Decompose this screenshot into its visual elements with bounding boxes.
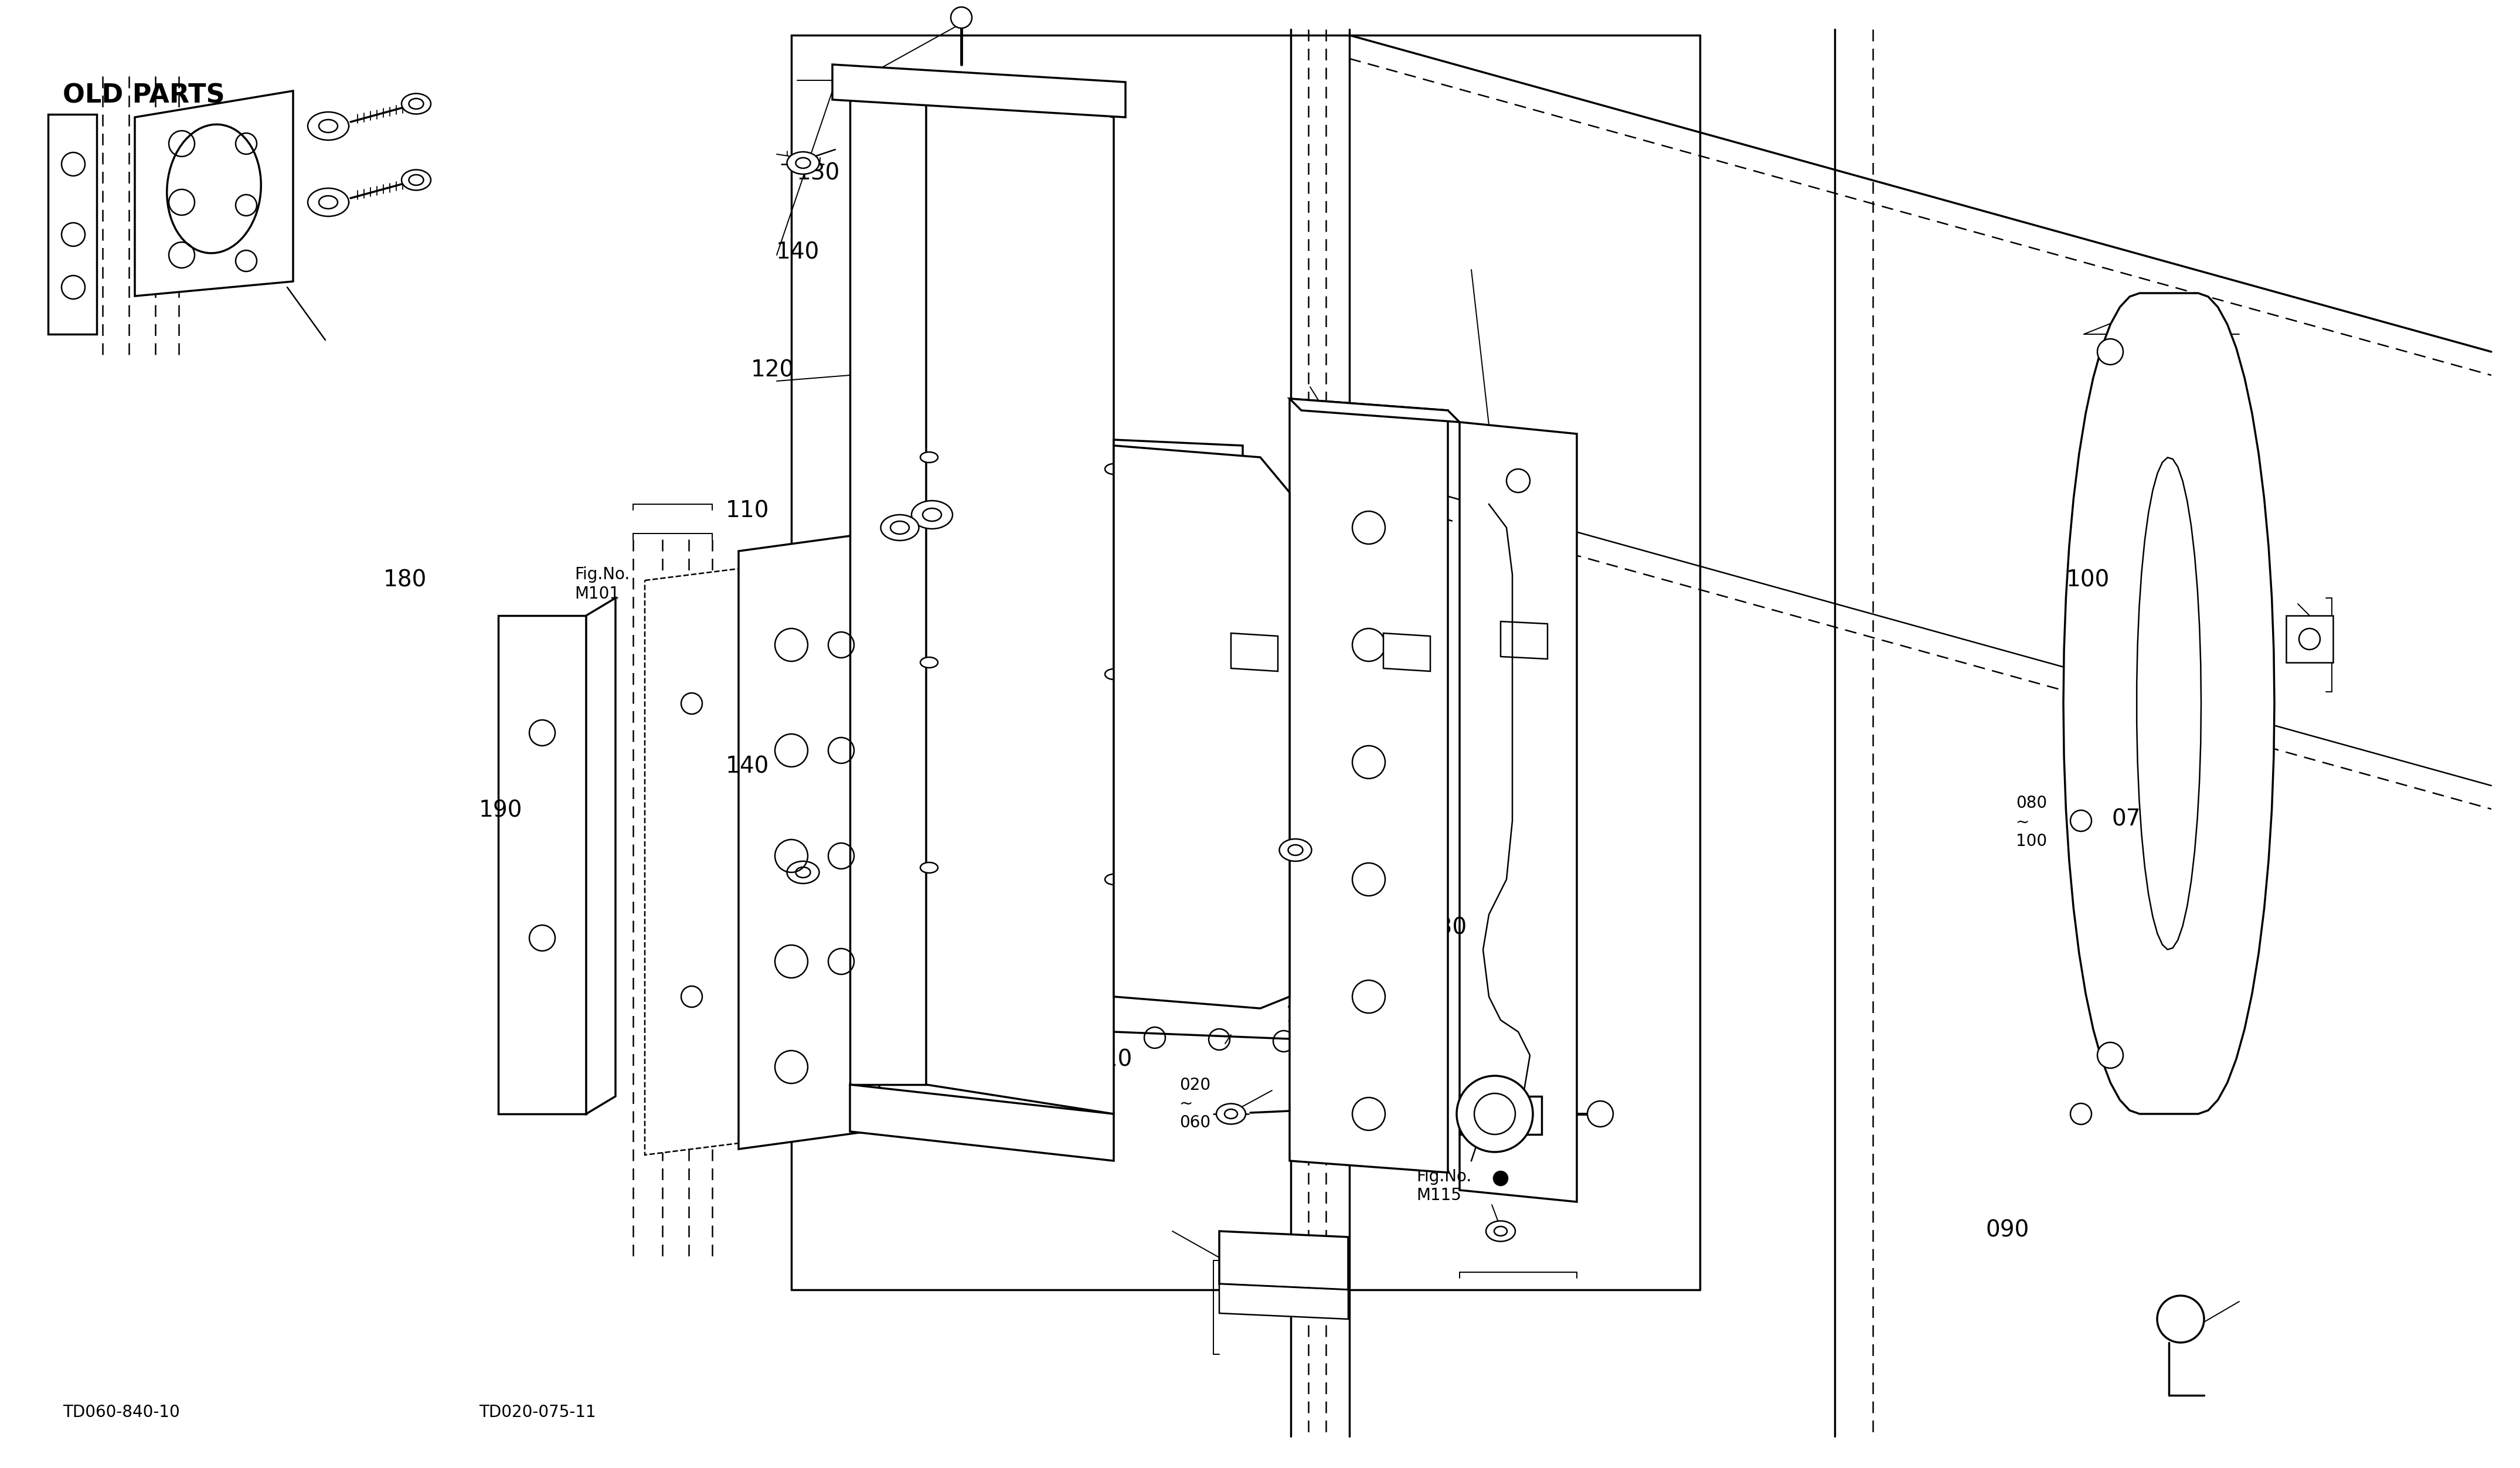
Ellipse shape	[912, 501, 953, 528]
Text: TD020-075-11: TD020-075-11	[479, 1403, 595, 1421]
Polygon shape	[1220, 1232, 1348, 1290]
Polygon shape	[1383, 633, 1431, 671]
Ellipse shape	[1487, 1221, 1515, 1242]
Polygon shape	[2064, 294, 2276, 1114]
Ellipse shape	[922, 508, 942, 521]
Text: 190: 190	[479, 799, 522, 822]
Text: 040: 040	[1303, 578, 1346, 602]
Circle shape	[2097, 339, 2124, 364]
Ellipse shape	[320, 119, 338, 132]
Polygon shape	[587, 597, 615, 1114]
Polygon shape	[48, 115, 96, 335]
Ellipse shape	[890, 521, 910, 534]
Ellipse shape	[1217, 1104, 1245, 1124]
Text: 150: 150	[1285, 1004, 1328, 1028]
Circle shape	[2071, 1104, 2092, 1124]
Ellipse shape	[1104, 873, 1121, 885]
Circle shape	[2097, 1042, 2124, 1069]
Ellipse shape	[166, 125, 262, 252]
Text: 180: 180	[383, 568, 426, 592]
Text: 070: 070	[2112, 807, 2155, 831]
Polygon shape	[1459, 423, 1578, 1202]
Text: Fig.No.
M101: Fig.No. M101	[575, 567, 630, 602]
Ellipse shape	[401, 170, 431, 191]
Ellipse shape	[879, 515, 920, 540]
Text: 050: 050	[1381, 734, 1424, 757]
Polygon shape	[1290, 399, 1449, 1173]
Ellipse shape	[786, 151, 819, 175]
Text: 140: 140	[726, 755, 769, 778]
Polygon shape	[499, 615, 587, 1114]
Text: 010: 010	[1089, 1048, 1131, 1072]
Ellipse shape	[920, 658, 937, 668]
Polygon shape	[1499, 621, 1547, 659]
Text: 120: 120	[751, 358, 794, 382]
Text: 020: 020	[1089, 910, 1131, 934]
Ellipse shape	[786, 862, 819, 884]
Ellipse shape	[1104, 669, 1121, 680]
Polygon shape	[1459, 1097, 1542, 1135]
Circle shape	[2071, 810, 2092, 831]
Circle shape	[1474, 1094, 1515, 1135]
Polygon shape	[1114, 440, 1242, 480]
Polygon shape	[2137, 458, 2200, 950]
Polygon shape	[1230, 633, 1278, 671]
Polygon shape	[1220, 1284, 1348, 1320]
Text: 200: 200	[1013, 583, 1056, 606]
Polygon shape	[2286, 615, 2334, 662]
Polygon shape	[927, 76, 1114, 1114]
Polygon shape	[832, 65, 1126, 117]
Circle shape	[1457, 1076, 1532, 1152]
Circle shape	[950, 7, 973, 28]
Ellipse shape	[920, 862, 937, 873]
Text: 060: 060	[1154, 925, 1197, 948]
Text: TD060-840-10: TD060-840-10	[63, 1403, 179, 1421]
Text: 210: 210	[970, 631, 1013, 655]
Circle shape	[1588, 1101, 1613, 1127]
Polygon shape	[849, 1085, 1114, 1161]
Text: 020
~
060: 020 ~ 060	[1179, 1076, 1210, 1132]
Ellipse shape	[320, 195, 338, 208]
Text: 090: 090	[1986, 1218, 2029, 1242]
Ellipse shape	[401, 94, 431, 115]
Polygon shape	[1290, 399, 1459, 423]
Text: 030: 030	[1424, 916, 1467, 940]
Polygon shape	[136, 91, 292, 297]
Text: 110: 110	[726, 499, 769, 523]
Text: 080: 080	[1399, 1048, 1441, 1072]
Text: OLD PARTS: OLD PARTS	[63, 82, 224, 109]
Ellipse shape	[307, 188, 348, 216]
Polygon shape	[738, 509, 879, 1149]
Circle shape	[1494, 1171, 1507, 1186]
Ellipse shape	[1280, 838, 1310, 862]
Ellipse shape	[307, 112, 348, 139]
Polygon shape	[645, 568, 738, 1155]
Text: Fig.No.
M115: Fig.No. M115	[1416, 1169, 1472, 1204]
Text: 130: 130	[796, 161, 839, 185]
Ellipse shape	[920, 452, 937, 462]
Circle shape	[2157, 1296, 2205, 1343]
Text: 080
~
100: 080 ~ 100	[2016, 794, 2046, 850]
Ellipse shape	[1104, 464, 1121, 474]
Text: 170: 170	[970, 778, 1013, 802]
Text: 140: 140	[776, 241, 819, 264]
Polygon shape	[849, 76, 927, 1085]
Text: 160: 160	[1285, 734, 1328, 757]
Polygon shape	[1114, 446, 1290, 1009]
Text: 100: 100	[2066, 568, 2109, 592]
